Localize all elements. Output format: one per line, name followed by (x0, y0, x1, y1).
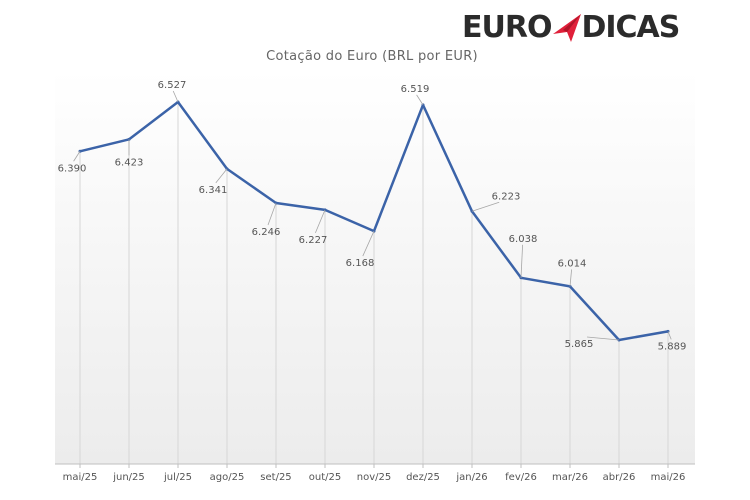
x-axis-ticks: mai/25 jun/25 jul/25 ago/25 set/25 out/25 nov/… (63, 464, 686, 483)
data-label: 5.889 (658, 341, 687, 352)
data-label-leader (73, 151, 81, 162)
data-label-leader (586, 336, 620, 341)
data-label: 6.341 (199, 185, 228, 196)
logo-arrow-icon (553, 14, 582, 42)
grid-lines (79, 102, 669, 464)
data-point (274, 201, 278, 205)
x-tick-label: out/25 (309, 472, 341, 483)
data-label: 5.865 (565, 339, 594, 350)
data-label-leader (362, 230, 375, 257)
data-label: 6.223 (492, 191, 521, 202)
x-tick-label: nov/25 (357, 472, 391, 483)
data-label-leader (267, 202, 277, 226)
x-tick-label: abr/26 (603, 472, 636, 483)
data-label: 6.390 (58, 163, 87, 174)
x-tick-label: mar/26 (552, 472, 588, 483)
logo-text-right: DICAS (581, 10, 680, 45)
data-label: 6.246 (252, 227, 281, 238)
x-tick-label: ago/25 (210, 472, 245, 483)
data-label: 6.038 (509, 234, 538, 245)
data-label-leader (667, 331, 672, 340)
data-label: 6.519 (401, 84, 430, 95)
data-label: 6.168 (346, 258, 375, 269)
x-tick-label: dez/25 (406, 472, 440, 483)
data-label-leader (569, 269, 572, 287)
data-label-leader (416, 94, 424, 106)
data-label-leader (520, 244, 523, 278)
logo-text-left: EURO (462, 10, 552, 45)
plot-background (55, 70, 695, 464)
chart-title: Cotação do Euro (BRL por EUR) (266, 49, 478, 64)
data-label: 6.527 (158, 80, 187, 91)
data-label: 6.227 (299, 235, 328, 246)
data-label-leader (172, 90, 179, 103)
data-label-leader (315, 209, 326, 234)
x-tick-label: jun/25 (112, 472, 145, 483)
x-tick-label: mai/25 (63, 472, 98, 483)
eurodicas-logo: EURO DICAS (462, 8, 680, 48)
data-label: 6.014 (558, 258, 587, 269)
x-tick-label: fev/26 (505, 472, 537, 483)
data-label: 6.423 (115, 157, 144, 168)
x-tick-label: jul/25 (163, 472, 192, 483)
x-tick-label: mai/26 (651, 472, 686, 483)
data-point (470, 209, 474, 213)
data-label-leader (215, 168, 228, 184)
data-label-leader (471, 201, 500, 212)
data-labels: 6.390 6.423 6.527 6.341 6.246 6.227 6.168 6.519… (58, 80, 687, 352)
x-tick-label: set/25 (260, 472, 291, 483)
x-tick-label: jan/26 (455, 472, 487, 483)
